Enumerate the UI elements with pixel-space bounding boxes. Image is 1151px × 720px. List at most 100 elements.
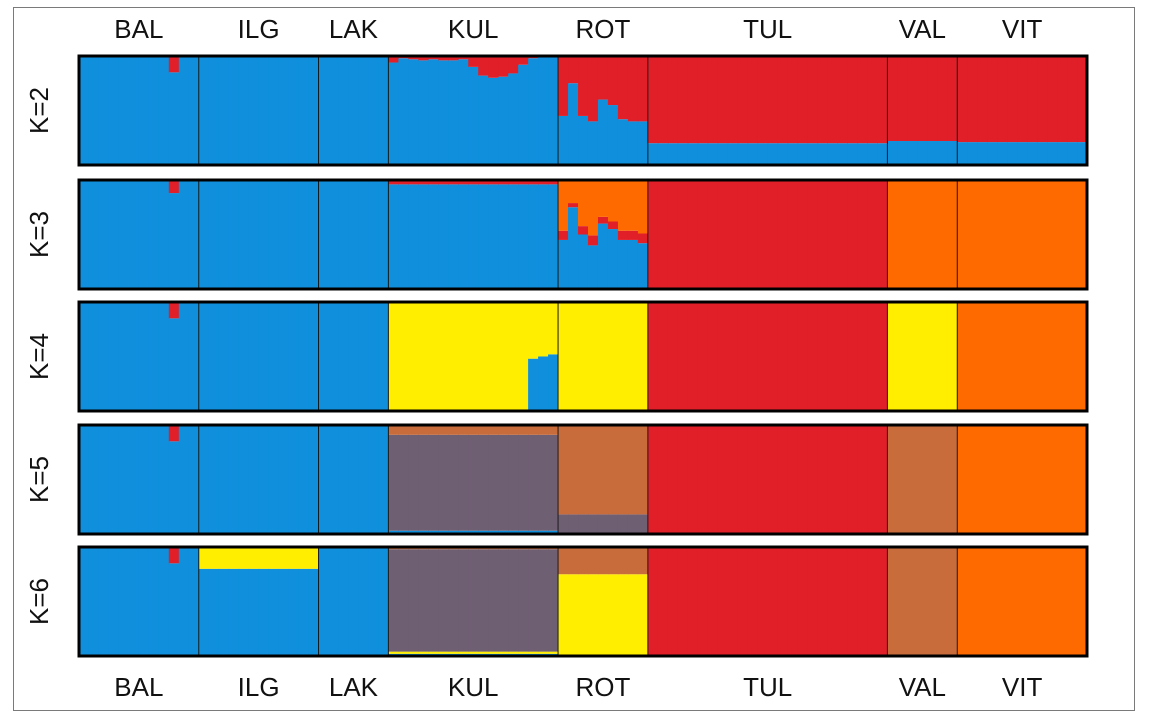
bar-kul-16-blue — [538, 356, 549, 411]
population-label-bottom-ilg: ILG — [238, 672, 280, 702]
bar-kul-16-red — [538, 181, 549, 185]
bar-rot-4-yellow — [587, 574, 599, 656]
bar-lak-3-blue — [338, 180, 350, 289]
bar-kul-6-yellow — [438, 651, 449, 654]
bar-rot-3-blue — [578, 115, 589, 165]
bar-bal-10-blue — [168, 72, 180, 165]
bar-tul-11-blue — [747, 143, 759, 165]
bar-vit-1-red — [957, 56, 968, 143]
population-label-bottom-val: VAL — [899, 672, 946, 702]
bar-kul-13-blue — [508, 184, 519, 289]
bar-lak-1-blue — [318, 56, 330, 165]
bar-kul-1-blue — [388, 530, 399, 534]
bar-val-1-brown — [887, 425, 898, 534]
bar-ilg-1-yellow — [198, 547, 210, 569]
bar-tul-8-red — [717, 425, 729, 534]
figure-border — [13, 7, 1135, 711]
bar-vit-11-orange — [1057, 302, 1068, 410]
bar-tul-16-blue — [797, 143, 809, 165]
bar-bal-5-blue — [118, 181, 130, 289]
population-label-top-kul: KUL — [448, 14, 499, 44]
bar-kul-3-red — [408, 181, 419, 185]
bar-kul-4-blue — [418, 184, 429, 289]
bar-kul-10-red — [478, 56, 489, 76]
bar-tul-12-blue — [757, 143, 769, 165]
bar-ilg-12-blue — [308, 425, 320, 534]
bar-bal-8-blue — [148, 426, 160, 534]
bar-val-1-orange — [887, 180, 898, 289]
bar-tul-18-red — [817, 181, 829, 289]
bar-rot-6-blue — [607, 105, 619, 165]
bar-kul-10-purple — [478, 549, 489, 652]
k-label: K=6 — [24, 578, 54, 625]
bar-rot-8-yellow — [627, 574, 639, 656]
bar-bal-6-blue — [128, 548, 140, 656]
bar-vit-4-orange — [987, 180, 998, 288]
bar-vit-3-orange — [977, 180, 988, 288]
bar-vit-3-orange — [977, 547, 988, 655]
population-label-bottom-kul: KUL — [448, 672, 499, 702]
bar-lak-5-blue — [358, 425, 370, 534]
bar-bal-7-blue — [138, 303, 150, 411]
bar-kul-3-blue — [408, 530, 419, 534]
bar-kul-13-blue — [508, 73, 519, 165]
bar-kul-14-purple — [518, 434, 529, 531]
bar-rot-4-brown — [587, 547, 599, 575]
bar-tul-2-red — [657, 425, 669, 534]
k-label: K=2 — [24, 87, 54, 134]
bar-kul-15-yellow — [528, 302, 539, 359]
bar-vit-10-orange — [1047, 547, 1058, 655]
bar-rot-2-brown — [568, 425, 579, 515]
panel-k5 — [77, 423, 1089, 536]
bar-tul-16-red — [797, 181, 809, 289]
bar-val-1-red — [887, 56, 898, 142]
bar-bal-4-blue — [108, 57, 120, 166]
bar-kul-11-blue — [488, 184, 499, 289]
bar-kul-4-purple — [418, 549, 429, 652]
bar-lak-6-blue — [368, 425, 380, 534]
bar-kul-12-purple — [498, 434, 509, 531]
bar-ilg-10-blue — [288, 568, 300, 656]
bar-val-2-yellow — [897, 302, 908, 411]
bar-bal-11-blue — [178, 57, 190, 166]
bar-tul-8-blue — [717, 143, 729, 165]
bar-tul-22-red — [857, 302, 869, 411]
bar-ilg-2-yellow — [208, 547, 220, 569]
bar-rot-9-yellow — [637, 574, 649, 656]
bar-kul-11-yellow — [488, 302, 499, 411]
bar-kul-14-red — [518, 56, 529, 65]
bar-tul-23-red — [867, 425, 879, 534]
bar-bal-3-blue — [98, 426, 110, 534]
bar-tul-21-red — [847, 181, 859, 289]
bar-bal-10-blue — [168, 318, 180, 411]
population-label-bottom-bal: BAL — [114, 672, 163, 702]
bar-tul-24-red — [877, 56, 888, 144]
bar-bal-1-blue — [79, 548, 90, 656]
bar-kul-8-blue — [458, 59, 469, 165]
bar-tul-23-red — [867, 547, 879, 656]
bar-kul-2-purple — [398, 549, 409, 652]
bar-tul-10-red — [737, 547, 749, 656]
bar-tul-3-red — [667, 181, 679, 289]
bar-kul-10-brown — [478, 425, 489, 435]
bar-kul-13-brown — [508, 425, 519, 435]
bar-ilg-1-blue — [198, 425, 210, 534]
bar-tul-6-red — [697, 425, 709, 534]
bar-kul-6-blue — [438, 530, 449, 534]
bar-vit-1-orange — [957, 425, 968, 533]
bar-ilg-11-blue — [298, 180, 310, 289]
bar-tul-20-red — [837, 56, 849, 144]
bar-rot-6-red — [607, 56, 619, 106]
bar-vit-5-orange — [997, 425, 1008, 533]
bar-vit-9-blue — [1037, 142, 1048, 165]
bar-kul-10-red — [478, 181, 489, 185]
bar-tul-23-blue — [867, 143, 879, 165]
bar-kul-11-purple — [488, 434, 499, 531]
bar-vit-8-orange — [1027, 180, 1038, 288]
bar-kul-7-yellow — [448, 302, 459, 411]
bar-kul-12-red — [498, 56, 509, 77]
bar-kul-11-red — [488, 56, 499, 78]
bar-kul-4-yellow — [418, 651, 429, 654]
bar-vit-13-orange — [1077, 425, 1088, 533]
bar-lak-1-blue — [318, 302, 330, 411]
